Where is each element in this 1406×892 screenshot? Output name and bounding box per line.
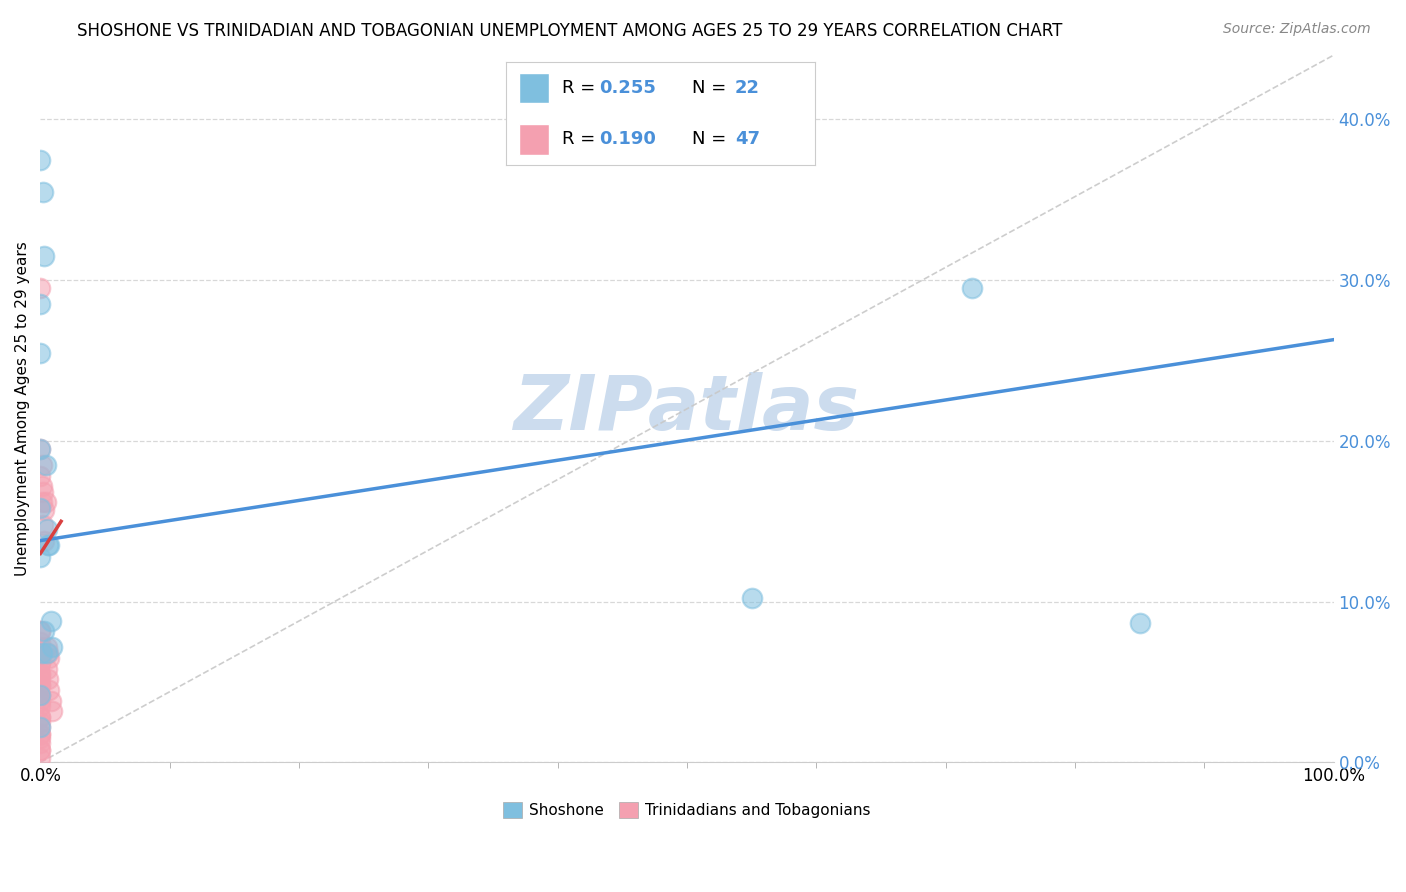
Point [30, 688, 52, 702]
Point [30, 710, 52, 724]
Point [34, 503, 56, 517]
Point [30, 742, 52, 756]
Point [38, 683, 60, 698]
Point [34, 495, 56, 509]
Point [30, 442, 52, 456]
Point [30, 297, 52, 311]
Point [30, 678, 52, 692]
Point [37, 672, 59, 686]
Point [30, 646, 52, 660]
Point [37, 646, 59, 660]
Point [35, 640, 58, 654]
Point [30, 742, 52, 756]
Point [30, 501, 52, 516]
Point [32, 185, 55, 199]
Point [31, 495, 53, 509]
Text: R =: R = [562, 130, 600, 148]
Point [30, 694, 52, 708]
Point [39, 614, 62, 628]
Point [960, 281, 983, 295]
Point [41, 704, 63, 718]
Point [34, 458, 56, 472]
FancyBboxPatch shape [519, 73, 550, 103]
Point [30, 667, 52, 681]
Text: Source: ZipAtlas.com: Source: ZipAtlas.com [1223, 22, 1371, 37]
Text: ZIPatlas: ZIPatlas [515, 372, 860, 446]
Point [30, 715, 52, 730]
Point [30, 281, 52, 295]
Point [31, 479, 53, 493]
Point [30, 750, 52, 764]
Point [30, 667, 52, 681]
Point [30, 646, 52, 660]
Legend: Shoshone, Trinidadians and Tobagonians: Shoshone, Trinidadians and Tobagonians [495, 794, 879, 825]
Point [30, 731, 52, 746]
Point [38, 538, 60, 552]
Text: 0.255: 0.255 [599, 79, 655, 97]
Point [30, 720, 52, 734]
Point [30, 624, 52, 638]
Text: 22: 22 [735, 79, 761, 97]
Point [30, 699, 52, 714]
Point [30, 345, 52, 359]
Point [34, 624, 56, 638]
Point [30, 640, 52, 654]
Point [38, 651, 60, 665]
Text: SHOSHONE VS TRINIDADIAN AND TOBAGONIAN UNEMPLOYMENT AMONG AGES 25 TO 29 YEARS CO: SHOSHONE VS TRINIDADIAN AND TOBAGONIAN U… [77, 22, 1063, 40]
Point [39, 694, 62, 708]
Point [741, 591, 763, 606]
Point [41, 640, 63, 654]
Point [37, 538, 59, 552]
Point [35, 662, 58, 676]
Point [31, 646, 53, 660]
Point [30, 635, 52, 649]
Text: N =: N = [692, 79, 731, 97]
Point [30, 442, 52, 456]
Point [30, 688, 52, 702]
Point [30, 672, 52, 686]
Point [31, 458, 53, 472]
Point [30, 153, 52, 167]
Point [30, 726, 52, 740]
Point [35, 646, 58, 660]
Point [34, 533, 56, 548]
Point [30, 688, 52, 702]
Point [30, 656, 52, 670]
Text: 47: 47 [735, 130, 761, 148]
Point [30, 624, 52, 638]
Point [30, 678, 52, 692]
Y-axis label: Unemployment Among Ages 25 to 29 years: Unemployment Among Ages 25 to 29 years [15, 242, 30, 576]
Point [30, 656, 52, 670]
FancyBboxPatch shape [519, 124, 550, 155]
Point [30, 549, 52, 564]
Text: N =: N = [692, 130, 731, 148]
Text: 0.190: 0.190 [599, 130, 655, 148]
Point [30, 726, 52, 740]
Point [30, 469, 52, 483]
Text: R =: R = [562, 79, 600, 97]
Point [32, 517, 55, 532]
Point [30, 736, 52, 750]
Point [1129, 615, 1152, 630]
Point [32, 485, 55, 500]
Point [30, 710, 52, 724]
Point [34, 249, 56, 263]
Point [35, 522, 58, 536]
Point [30, 720, 52, 734]
